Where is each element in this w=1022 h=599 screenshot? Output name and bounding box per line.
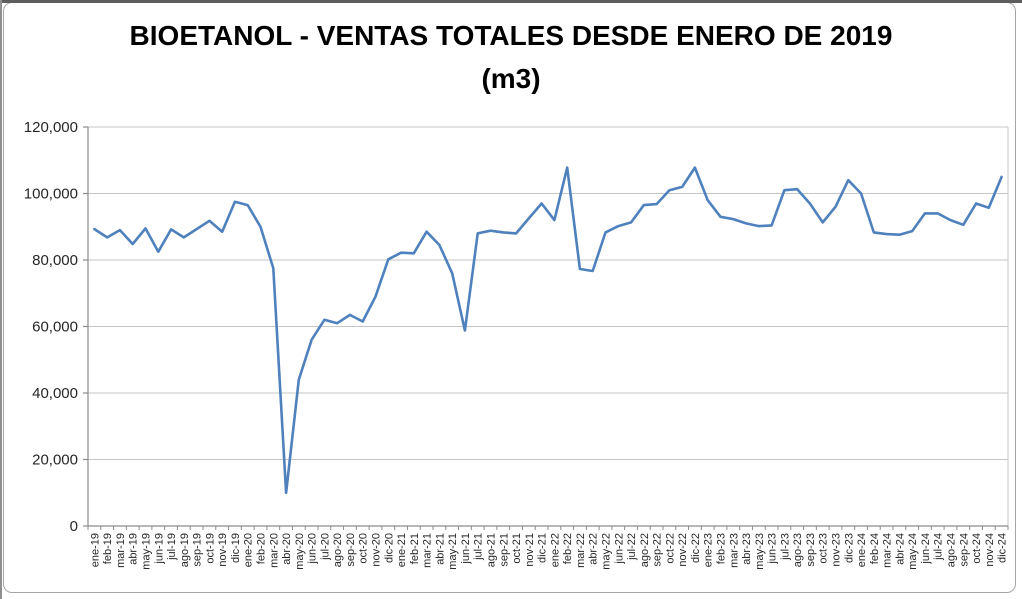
y-tick-label: 100,000 <box>24 186 78 203</box>
x-tick-label: ene-24 <box>856 533 868 567</box>
x-tick-label: may-23 <box>754 533 766 570</box>
x-tick-label: nov-20 <box>371 533 383 567</box>
x-tick-label: jul-21 <box>473 533 485 561</box>
x-tick-label: abr-21 <box>434 533 446 565</box>
x-tick-label: feb-19 <box>102 533 114 564</box>
x-tick-label: sep-21 <box>498 533 510 567</box>
x-tick-label: oct-23 <box>818 533 830 564</box>
x-tick-label: ago-22 <box>639 533 651 567</box>
x-tick-label: nov-19 <box>217 533 229 567</box>
x-tick-label: may-21 <box>447 533 459 570</box>
y-tick-label: 40,000 <box>32 385 78 402</box>
x-tick-label: dic-23 <box>843 533 855 563</box>
x-tick-label: mar-20 <box>268 533 280 568</box>
x-tick-label: abr-20 <box>281 533 293 565</box>
y-tick-label: 120,000 <box>24 119 78 136</box>
x-tick-label: ene-23 <box>703 533 715 567</box>
series-line-ventas <box>93 166 1003 495</box>
x-tick-label: dic-20 <box>383 533 395 563</box>
x-tick-label: jun-19 <box>153 533 165 565</box>
x-tick-label: may-22 <box>601 533 613 570</box>
x-tick-label: jul-23 <box>779 533 791 561</box>
x-tick-label: nov-23 <box>831 533 843 567</box>
chart-title-line2: (m3) <box>481 63 541 94</box>
x-tick-label: feb-24 <box>869 533 881 564</box>
x-tick-label: may-19 <box>141 533 153 570</box>
x-tick-label: may-24 <box>907 533 919 570</box>
chart-title-line1: BIOETANOL - VENTAS TOTALES DESDE ENERO D… <box>129 20 893 51</box>
x-tick-label: oct-19 <box>204 533 216 564</box>
x-tick-label: ene-20 <box>243 533 255 567</box>
x-tick-label: mar-22 <box>575 533 587 568</box>
x-tick-label: abr-19 <box>128 533 140 565</box>
x-tick-label: jul-24 <box>933 533 945 561</box>
y-tick-label: 60,000 <box>32 319 78 336</box>
x-tick-label: oct-24 <box>971 533 983 564</box>
x-tick-label: ago-23 <box>792 533 804 567</box>
x-tick-label: abr-24 <box>894 533 906 565</box>
window-left-edge <box>0 0 2 599</box>
x-tick-label: jun-20 <box>307 533 319 565</box>
x-tick-label: mar-23 <box>728 533 740 568</box>
y-tick-label: 20,000 <box>32 452 78 469</box>
x-tick-label: nov-21 <box>524 533 536 567</box>
window-top-edge <box>0 0 1022 3</box>
x-tick-label: sep-22 <box>652 533 664 567</box>
x-tick-label: jun-24 <box>920 533 932 565</box>
x-tick-label: dic-19 <box>230 533 242 563</box>
y-tick-label: 80,000 <box>32 252 78 269</box>
x-tick-label: oct-20 <box>358 533 370 564</box>
chart-title: BIOETANOL - VENTAS TOTALES DESDE ENERO D… <box>0 14 1022 100</box>
x-tick-label: feb-20 <box>256 533 268 564</box>
x-tick-label: jul-19 <box>166 533 178 561</box>
x-tick-label: mar-24 <box>882 533 894 568</box>
x-tick-label: sep-19 <box>192 533 204 567</box>
x-tick-label: dic-24 <box>997 533 1009 563</box>
x-tick-label: nov-24 <box>984 533 996 567</box>
x-tick-label: jun-23 <box>767 533 779 565</box>
x-tick-label: feb-21 <box>409 533 421 564</box>
x-tick-label: dic-22 <box>690 533 702 563</box>
x-tick-label: jul-20 <box>319 533 331 561</box>
x-tick-label: oct-21 <box>511 533 523 564</box>
x-tick-label: sep-24 <box>958 533 970 567</box>
x-tick-label: nov-22 <box>677 533 689 567</box>
x-tick-label: ene-21 <box>396 533 408 567</box>
x-tick-label: feb-22 <box>562 533 574 564</box>
x-tick-label: jun-21 <box>460 533 472 565</box>
x-tick-label: ago-20 <box>332 533 344 567</box>
x-tick-label: oct-22 <box>664 533 676 564</box>
x-tick-label: jun-22 <box>613 533 625 565</box>
x-tick-label: abr-22 <box>588 533 600 565</box>
x-tick-label: mar-19 <box>115 533 127 568</box>
x-tick-label: ago-24 <box>946 533 958 567</box>
x-tick-label: sep-20 <box>345 533 357 567</box>
x-tick-label: sep-23 <box>805 533 817 567</box>
x-tick-label: mar-21 <box>422 533 434 568</box>
x-tick-label: ene-19 <box>89 533 101 567</box>
x-tick-label: feb-23 <box>716 533 728 564</box>
x-tick-label: dic-21 <box>537 533 549 563</box>
y-tick-label: 0 <box>70 518 78 535</box>
x-tick-label: may-20 <box>294 533 306 570</box>
chart-area-border <box>3 2 1016 593</box>
x-tick-label: ene-22 <box>549 533 561 567</box>
x-tick-label: ago-19 <box>179 533 191 567</box>
x-tick-label: ago-21 <box>486 533 498 567</box>
x-tick-label: jul-22 <box>626 533 638 561</box>
x-tick-label: abr-23 <box>741 533 753 565</box>
